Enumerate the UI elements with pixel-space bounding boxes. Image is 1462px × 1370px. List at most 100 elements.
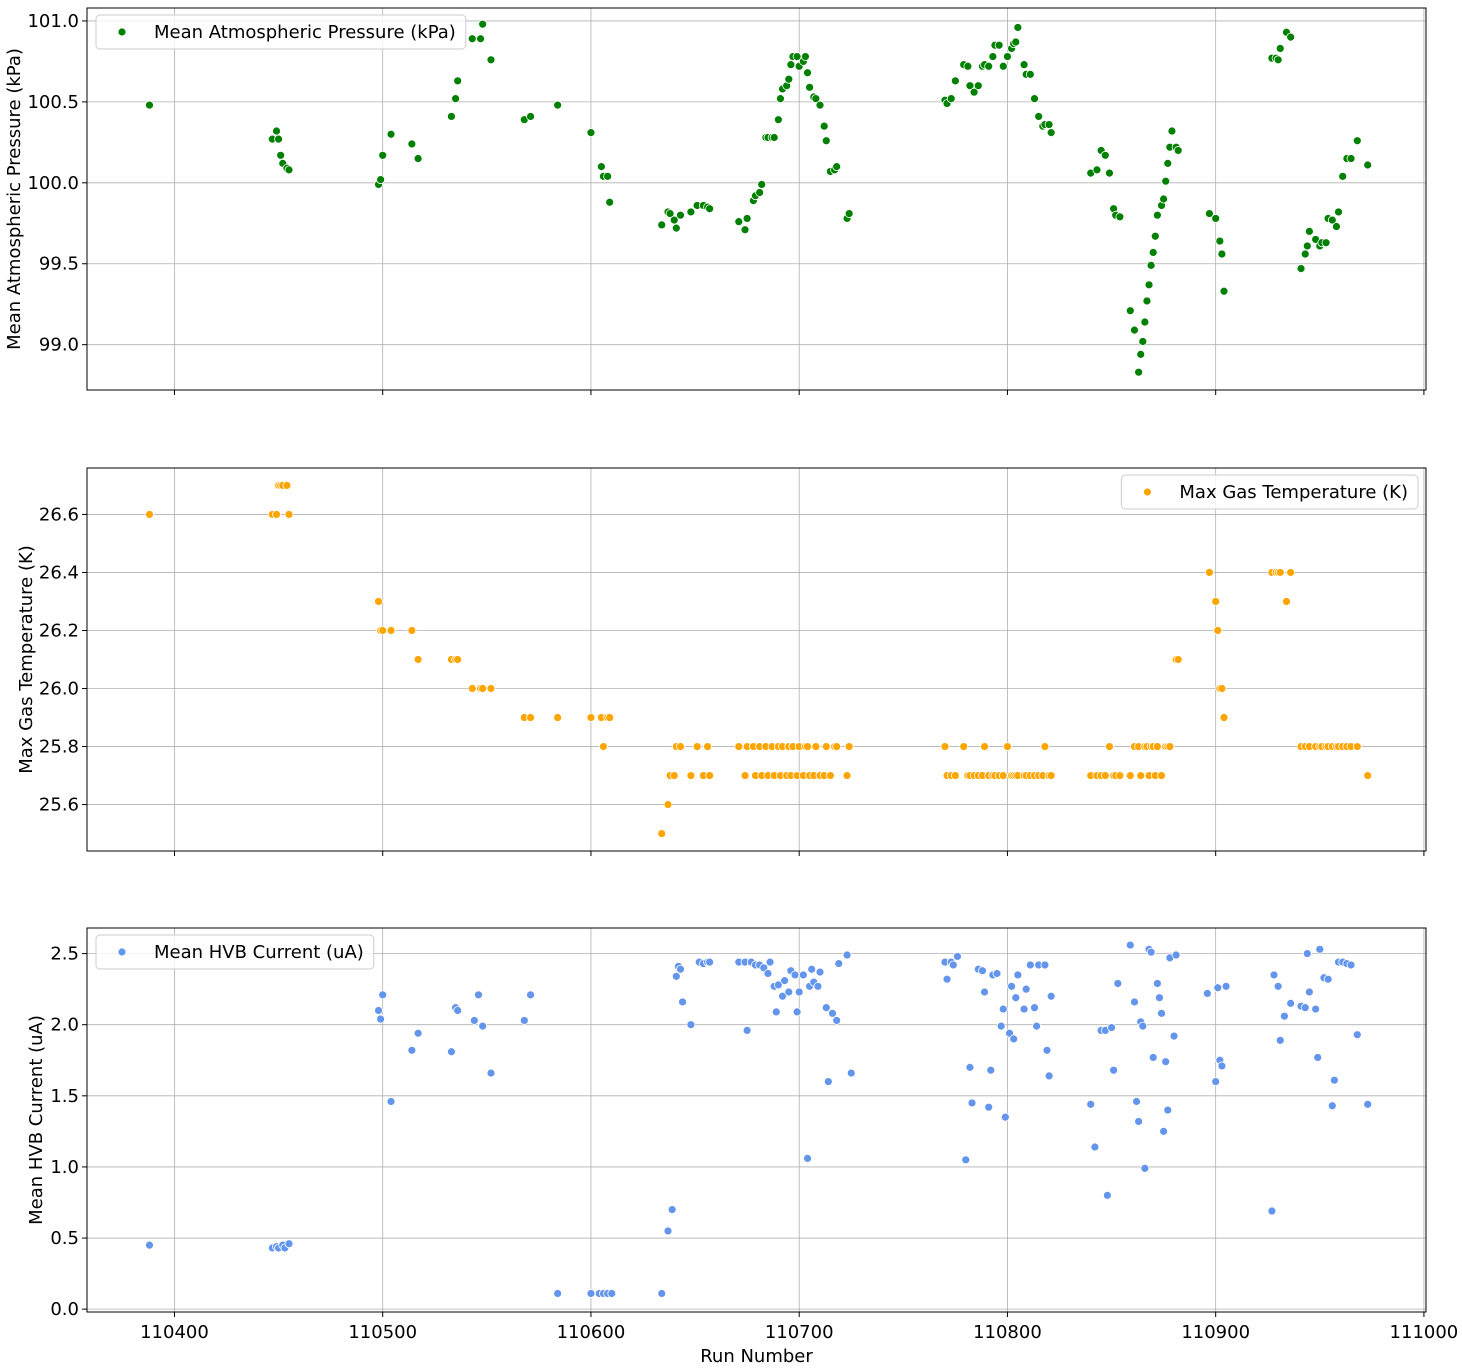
y-tick-label: 1.5 <box>50 1086 79 1107</box>
point <box>1275 1035 1285 1045</box>
point <box>407 1045 417 1055</box>
point <box>386 129 396 139</box>
point <box>950 771 960 780</box>
point <box>657 829 667 838</box>
point <box>663 800 673 809</box>
point <box>815 100 825 110</box>
point <box>282 481 292 490</box>
point <box>832 742 842 751</box>
point <box>1136 771 1146 780</box>
point <box>1007 981 1016 991</box>
point <box>1363 771 1373 780</box>
point <box>1046 771 1056 780</box>
point <box>1159 194 1169 204</box>
point <box>755 188 765 197</box>
point <box>1221 981 1231 991</box>
point <box>374 597 383 606</box>
point <box>742 1026 752 1035</box>
point <box>413 1028 423 1038</box>
legend: Mean Atmospheric Pressure (kPa) <box>95 14 467 50</box>
point <box>1086 1099 1096 1109</box>
point <box>778 991 787 1001</box>
legend: Mean HVB Current (uA) <box>95 934 375 970</box>
point <box>1163 158 1173 168</box>
point <box>686 207 696 217</box>
point <box>1046 128 1056 138</box>
point <box>801 52 810 61</box>
point <box>1315 944 1325 954</box>
point <box>1327 215 1337 225</box>
point <box>1217 249 1227 259</box>
point <box>1130 997 1139 1007</box>
axes-frame <box>86 467 1427 852</box>
point <box>842 950 852 960</box>
point <box>1136 349 1146 359</box>
point <box>846 1068 856 1078</box>
point <box>998 61 1008 71</box>
axes-frame <box>86 927 1427 1313</box>
point <box>803 1154 812 1163</box>
point <box>969 87 979 97</box>
point <box>553 713 563 722</box>
point <box>813 981 823 991</box>
point <box>519 1016 529 1025</box>
point <box>826 771 835 780</box>
point <box>986 1065 996 1075</box>
y-tick-label: 99.5 <box>39 254 79 275</box>
point <box>1304 226 1314 236</box>
y-tick-label: 25.8 <box>39 737 79 758</box>
point <box>1205 568 1214 577</box>
point <box>953 952 962 961</box>
point <box>272 510 281 519</box>
point <box>703 742 712 751</box>
point <box>1157 771 1166 780</box>
point <box>1042 1045 1052 1055</box>
point <box>692 742 702 751</box>
y-tick-label: 25.6 <box>39 795 79 816</box>
point <box>1275 568 1285 577</box>
point <box>486 684 496 693</box>
y-axis-label: Max Gas Temperature (K) <box>16 545 37 774</box>
point <box>794 987 804 997</box>
point <box>553 1289 563 1298</box>
legend-label: Mean Atmospheric Pressure (kPa) <box>154 22 456 43</box>
point <box>669 215 679 225</box>
point <box>1102 1190 1112 1200</box>
point <box>1019 1004 1029 1014</box>
point <box>740 771 750 780</box>
point <box>1113 979 1123 988</box>
point <box>798 970 808 980</box>
subplot: 110400 110500 110600 110700 110800 110900 1110… <box>26 927 1458 1367</box>
point <box>980 987 989 997</box>
point <box>1213 626 1223 635</box>
point <box>453 76 463 86</box>
point <box>1152 742 1162 751</box>
point <box>1211 597 1221 606</box>
point <box>1032 1021 1041 1031</box>
point <box>1273 981 1283 991</box>
legend-marker <box>117 947 127 957</box>
point <box>823 1077 833 1086</box>
point <box>705 771 715 780</box>
point <box>1148 248 1158 257</box>
point <box>1146 260 1156 270</box>
point <box>1327 1101 1337 1111</box>
point <box>1211 1077 1221 1086</box>
point <box>1159 1126 1169 1136</box>
point <box>984 61 994 71</box>
point <box>1161 176 1171 186</box>
point <box>378 626 388 635</box>
point <box>1363 160 1373 170</box>
point <box>961 1155 971 1165</box>
point <box>1286 32 1296 42</box>
point <box>1302 241 1312 251</box>
point <box>1044 1071 1054 1081</box>
point <box>1100 771 1110 780</box>
y-tick-label: 26.0 <box>39 679 79 700</box>
point <box>1003 52 1012 61</box>
point <box>988 52 998 61</box>
point <box>447 1047 456 1057</box>
point <box>978 966 987 976</box>
point <box>844 742 854 751</box>
point <box>1011 37 1021 47</box>
